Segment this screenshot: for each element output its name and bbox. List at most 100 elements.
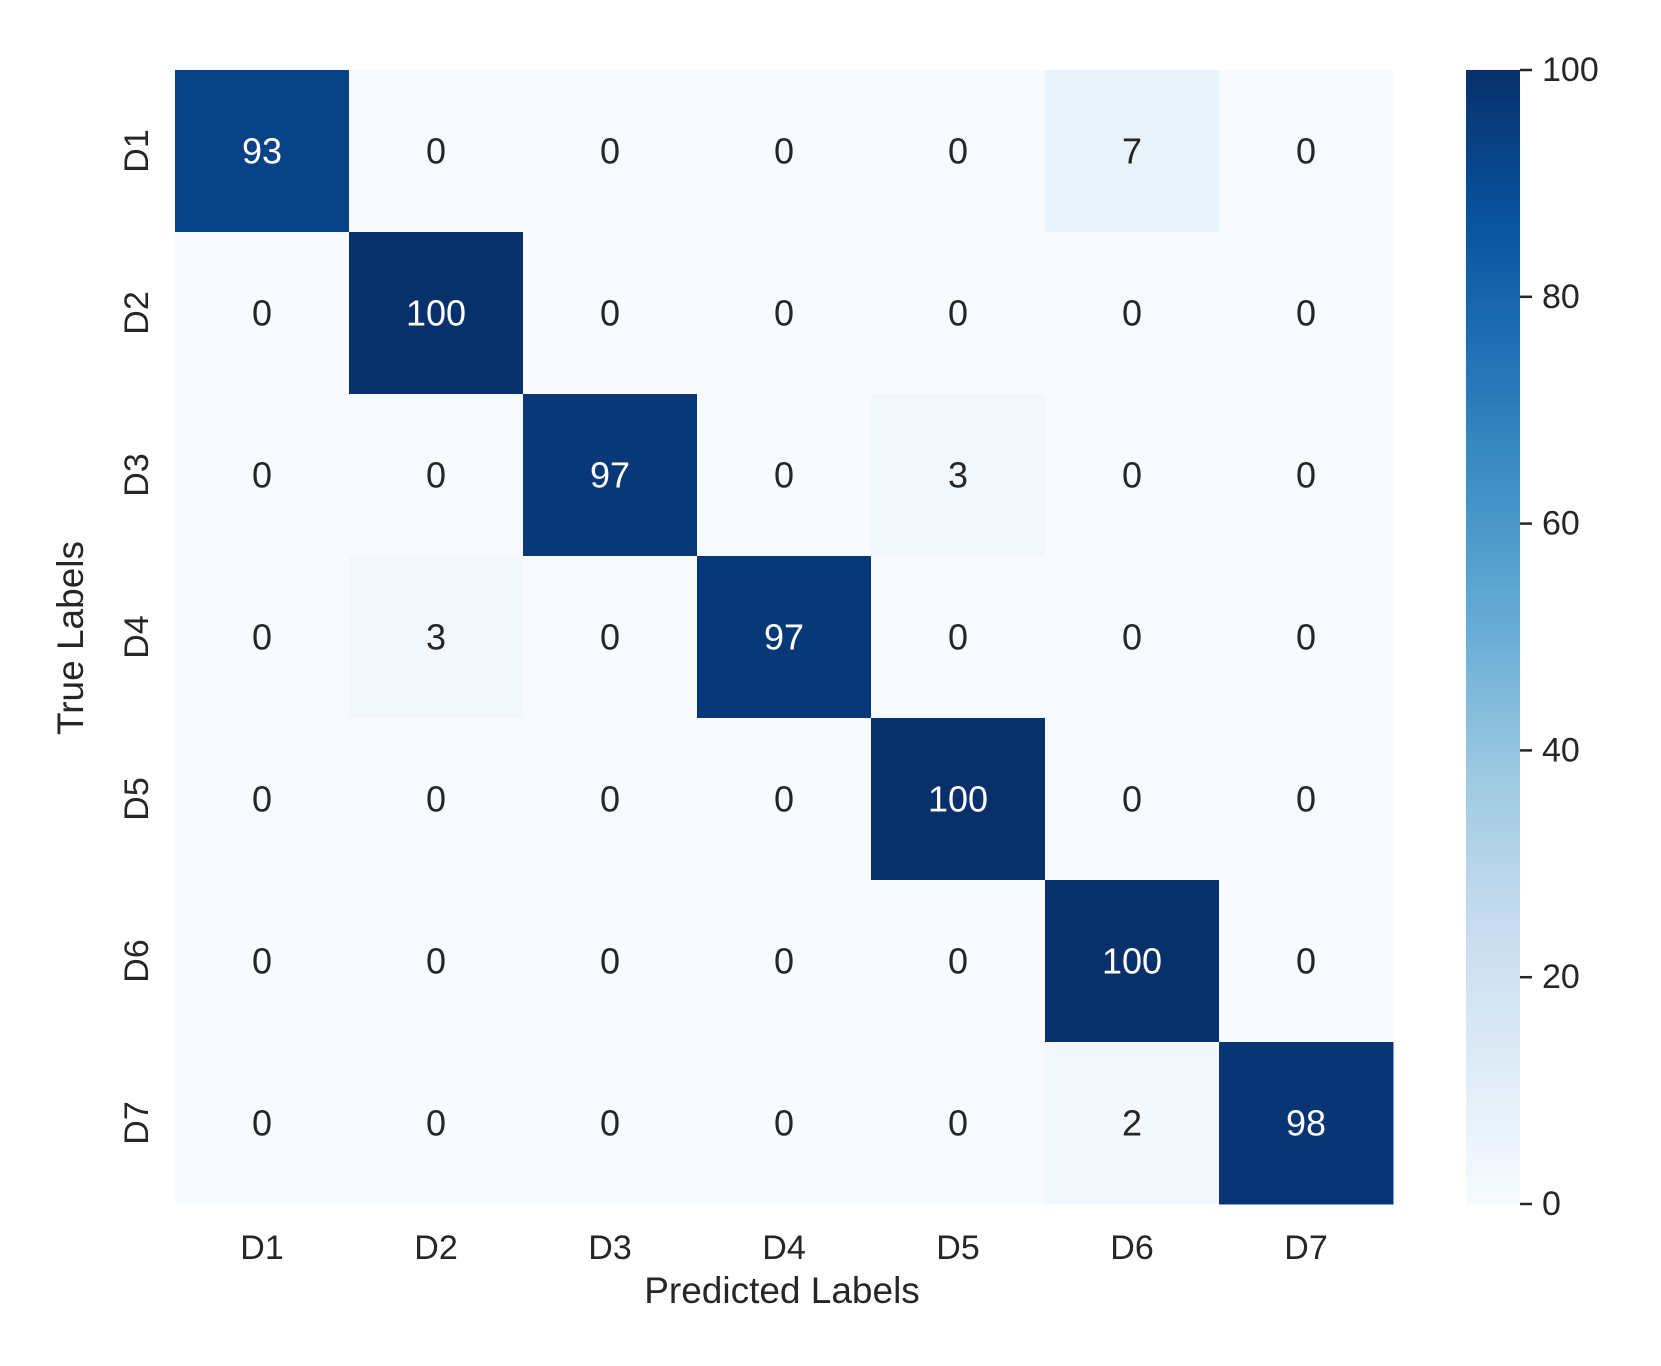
heatmap-cell xyxy=(175,70,350,233)
heatmap-cell xyxy=(871,394,1046,557)
heatmap-cell xyxy=(175,394,350,557)
cell-value-label: 97 xyxy=(590,455,630,496)
cell-value-label: 0 xyxy=(774,941,794,982)
cell-value-label: 0 xyxy=(426,1103,446,1144)
heatmap-cell xyxy=(523,718,698,881)
heatmap-cell xyxy=(175,232,350,395)
x-tick-label: D4 xyxy=(762,1229,805,1267)
cell-value-label: 0 xyxy=(1122,617,1142,658)
cell-value-label: 7 xyxy=(1122,131,1142,172)
colorbar-tick-label: 60 xyxy=(1542,505,1580,543)
cell-value-label: 0 xyxy=(426,131,446,172)
cell-value-label: 0 xyxy=(252,293,272,334)
heatmap-cell xyxy=(1045,880,1220,1043)
cell-value-label: 100 xyxy=(928,779,988,820)
heatmap-cell xyxy=(1045,556,1220,719)
x-tick-label: D2 xyxy=(414,1229,457,1267)
heatmap-cell xyxy=(523,394,698,557)
cell-value-label: 0 xyxy=(426,779,446,820)
y-axis-tick-labels: D1 D2 D3 D4 D5 D6 D7 xyxy=(118,129,156,1144)
heatmap-cell xyxy=(349,718,524,881)
heatmap-cell xyxy=(1045,1042,1220,1205)
cell-value-label: 0 xyxy=(1122,455,1142,496)
x-tick-label: D5 xyxy=(936,1229,979,1267)
heatmap-cell xyxy=(349,394,524,557)
heatmap-cell xyxy=(1219,394,1394,557)
cell-value-label: 0 xyxy=(252,779,272,820)
colorbar xyxy=(1466,70,1520,1204)
cell-value-label: 3 xyxy=(426,617,446,658)
heatmap-cell xyxy=(523,232,698,395)
colorbar-tick-label: 100 xyxy=(1542,51,1599,89)
heatmap-cell xyxy=(175,1042,350,1205)
y-tick-label: D1 xyxy=(118,129,156,172)
heatmap-cell xyxy=(175,880,350,1043)
cell-value-label: 0 xyxy=(948,617,968,658)
cell-value-label: 0 xyxy=(774,131,794,172)
heatmap-cell xyxy=(1219,232,1394,395)
heatmap-cell xyxy=(871,232,1046,395)
cell-value-label: 100 xyxy=(1102,941,1162,982)
heatmap-cell xyxy=(523,70,698,233)
y-tick-label: D2 xyxy=(118,291,156,334)
heatmap-cell xyxy=(523,880,698,1043)
x-axis-tick-labels: D1 D2 D3 D4 D5 D6 D7 xyxy=(240,1229,1327,1267)
cell-value-label: 97 xyxy=(764,617,804,658)
cell-value-label: 0 xyxy=(252,1103,272,1144)
heatmap-cell xyxy=(871,70,1046,233)
cell-value-label: 0 xyxy=(600,293,620,334)
cell-value-label: 0 xyxy=(774,293,794,334)
cell-value-label: 0 xyxy=(600,941,620,982)
cell-value-label: 3 xyxy=(948,455,968,496)
heatmap-cell xyxy=(1045,394,1220,557)
cell-value-label: 0 xyxy=(1122,779,1142,820)
heatmap-cell xyxy=(697,1042,872,1205)
cell-value-label: 0 xyxy=(426,941,446,982)
heatmap-cell xyxy=(1045,70,1220,233)
heatmap-cell xyxy=(871,880,1046,1043)
cell-value-label: 0 xyxy=(948,293,968,334)
heatmap-cell xyxy=(175,556,350,719)
cell-value-label: 98 xyxy=(1286,1103,1326,1144)
x-axis-title: Predicted Labels xyxy=(644,1270,920,1311)
cell-value-label: 0 xyxy=(1296,779,1316,820)
heatmap-cell xyxy=(697,232,872,395)
cell-value-label: 0 xyxy=(600,131,620,172)
cell-value-label: 0 xyxy=(948,131,968,172)
cell-value-label: 0 xyxy=(774,779,794,820)
heatmap-cells xyxy=(175,70,1394,1205)
cell-value-label: 0 xyxy=(426,455,446,496)
heatmap-cell xyxy=(1219,556,1394,719)
cell-value-label: 0 xyxy=(600,1103,620,1144)
cell-value-label: 100 xyxy=(406,293,466,334)
x-tick-label: D7 xyxy=(1284,1229,1327,1267)
heatmap-cell xyxy=(349,70,524,233)
heatmap-cell xyxy=(1219,70,1394,233)
heatmap-cell xyxy=(697,718,872,881)
cell-value-label: 0 xyxy=(774,1103,794,1144)
cell-value-label: 0 xyxy=(252,941,272,982)
colorbar-tick-label: 0 xyxy=(1542,1185,1561,1223)
colorbar-tick-label: 40 xyxy=(1542,731,1580,769)
cell-value-label: 93 xyxy=(242,131,282,172)
heatmap-cell xyxy=(349,556,524,719)
y-tick-label: D4 xyxy=(118,615,156,658)
heatmap-cell xyxy=(1219,718,1394,881)
x-tick-label: D1 xyxy=(240,1229,283,1267)
heatmap-cell xyxy=(523,1042,698,1205)
x-tick-label: D6 xyxy=(1110,1229,1153,1267)
heatmap-cell xyxy=(697,556,872,719)
y-tick-label: D6 xyxy=(118,939,156,982)
x-tick-label: D3 xyxy=(588,1229,631,1267)
heatmap-cell xyxy=(1219,880,1394,1043)
cell-value-label: 0 xyxy=(600,617,620,658)
heatmap-cell xyxy=(349,1042,524,1205)
heatmap-cell xyxy=(871,556,1046,719)
colorbar-tick-label: 80 xyxy=(1542,278,1580,316)
cell-value-label: 0 xyxy=(1296,617,1316,658)
cell-value-label: 0 xyxy=(1296,131,1316,172)
colorbar-tick-labels: 0 20 40 60 80 100 xyxy=(1520,51,1599,1223)
heatmap-cell xyxy=(871,718,1046,881)
cell-value-label: 0 xyxy=(774,455,794,496)
